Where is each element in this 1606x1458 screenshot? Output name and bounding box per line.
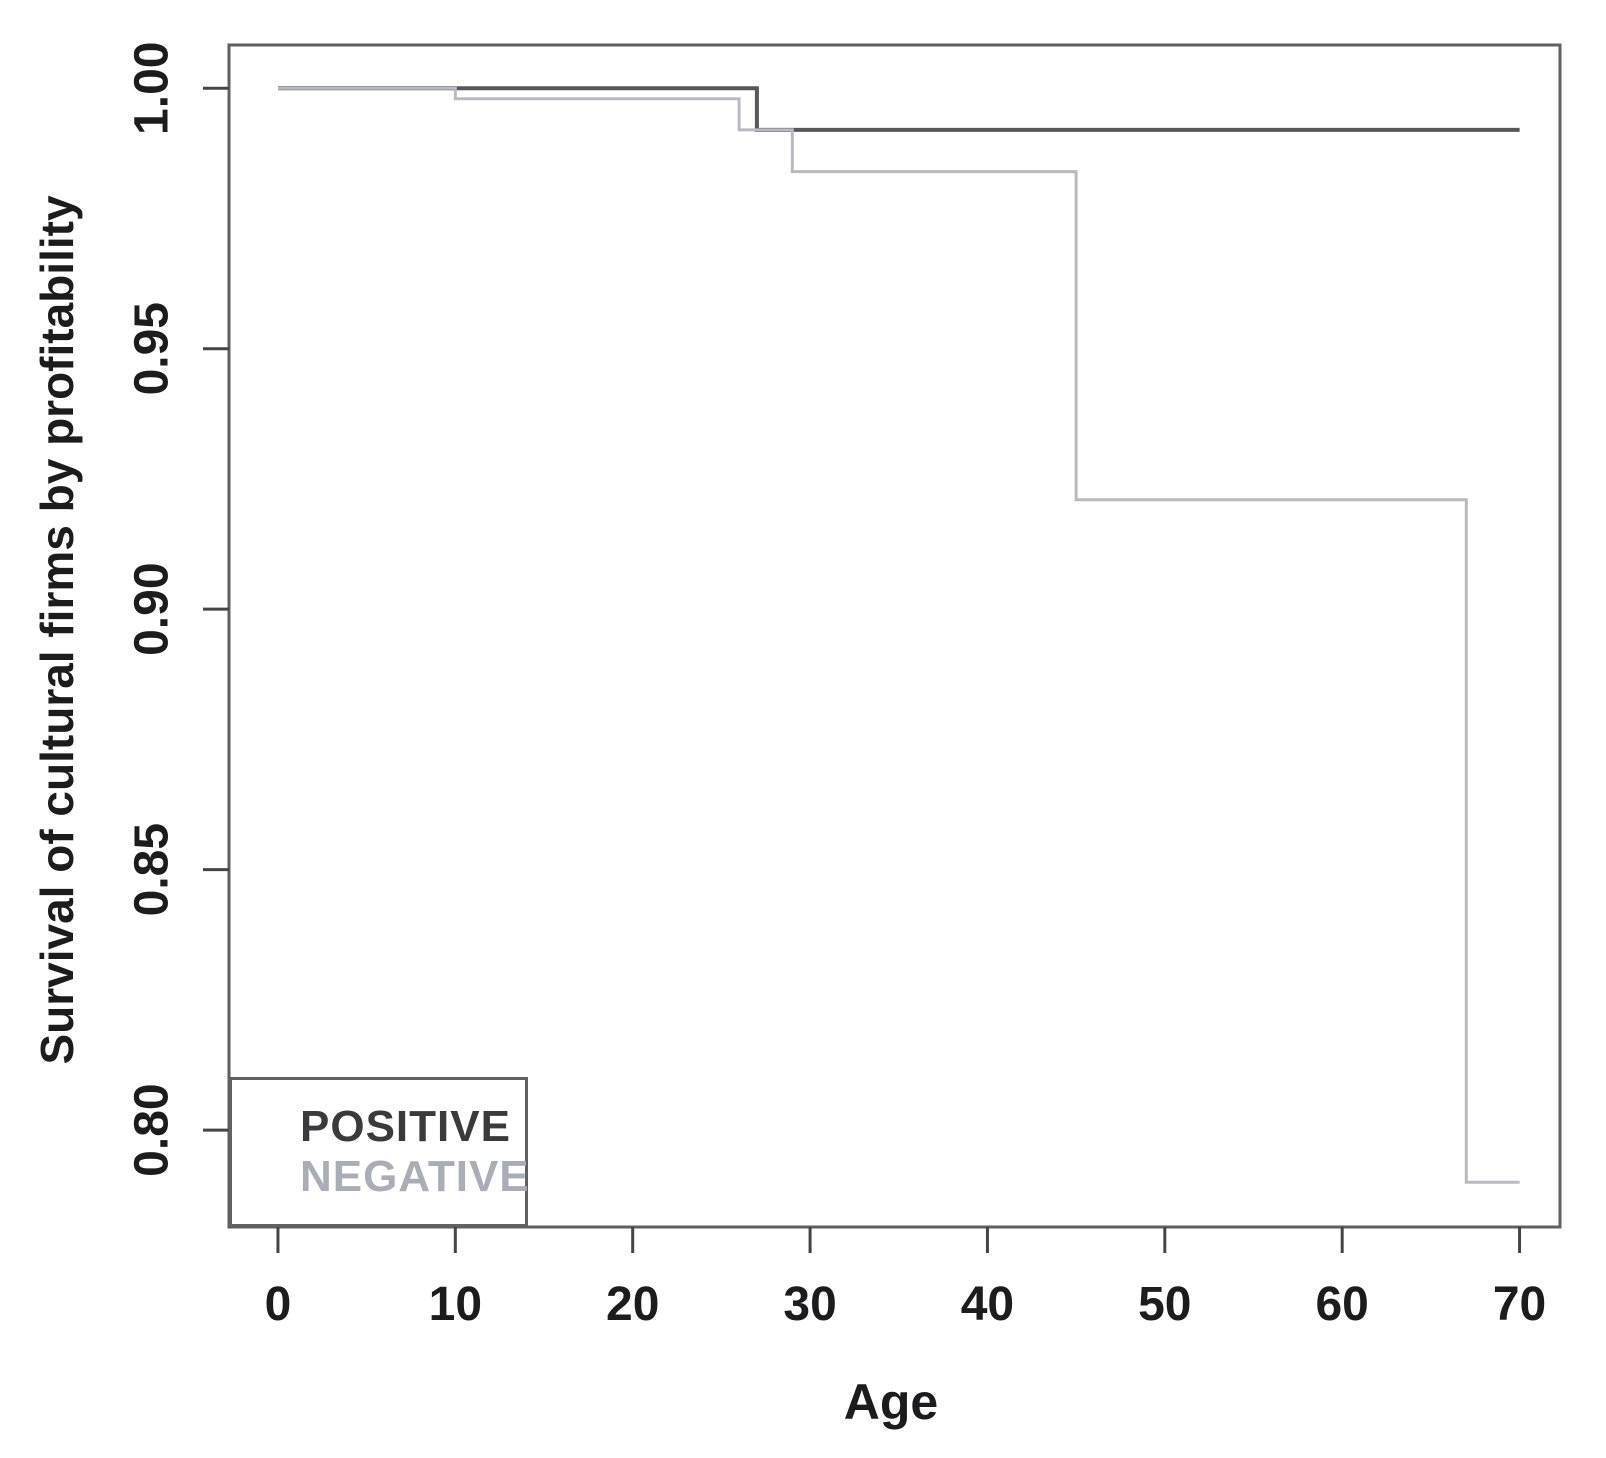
x-tick-label: 10 (429, 1278, 482, 1331)
x-tick-label: 60 (1315, 1278, 1368, 1331)
x-tick-label: 20 (606, 1278, 659, 1331)
x-axis-title: Age (843, 1374, 939, 1430)
survival-curve-negative (278, 86, 1520, 1184)
x-tick-label: 40 (961, 1278, 1014, 1331)
legend-box: POSITIVE NEGATIVE (229, 1077, 530, 1227)
plot-frame (227, 43, 1562, 1229)
x-tick-label: 30 (783, 1278, 836, 1331)
y-axis-title: Survival of cultural firms by profitabil… (31, 195, 83, 1065)
y-tick-label: 1.00 (126, 42, 179, 135)
x-tick-label: 70 (1493, 1278, 1546, 1331)
legend-item-negative: NEGATIVE (300, 1152, 530, 1201)
y-tick-label: 0.85 (126, 823, 179, 916)
legend-item-positive: POSITIVE (300, 1102, 511, 1151)
y-tick-label: 0.95 (126, 302, 179, 395)
y-tick-label: 0.80 (126, 1083, 179, 1176)
x-tick-label: 0 (265, 1278, 292, 1331)
y-tick-label: 0.90 (126, 562, 179, 655)
x-tick-label: 50 (1138, 1278, 1191, 1331)
survival-curve-positive (278, 86, 1520, 132)
